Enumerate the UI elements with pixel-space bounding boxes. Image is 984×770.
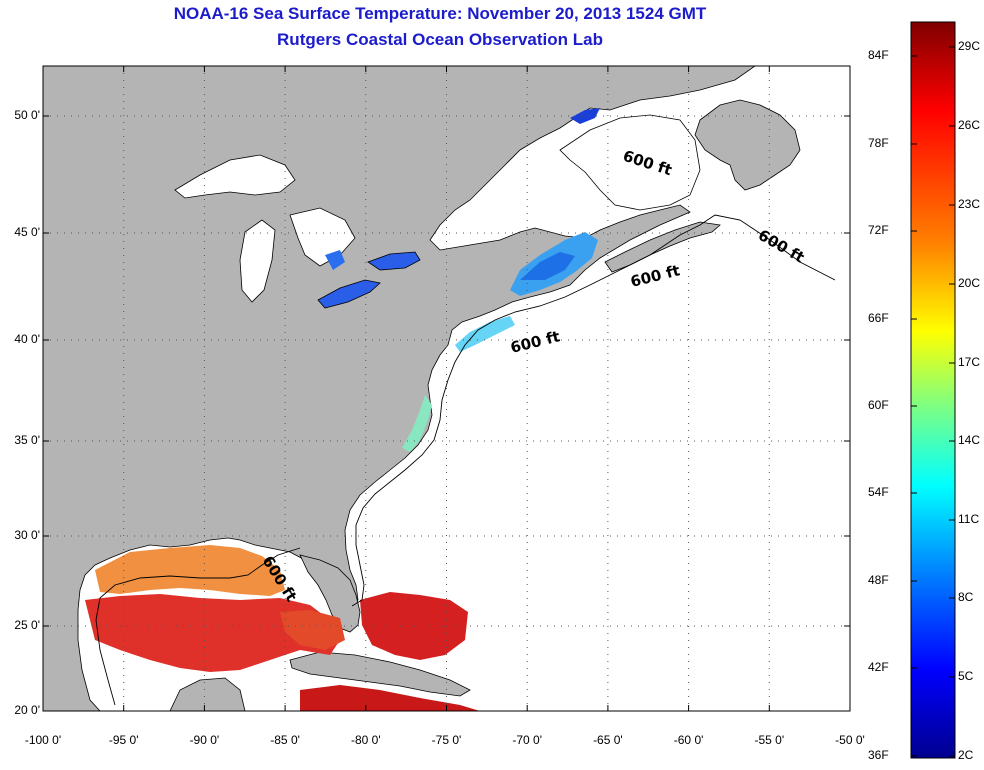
st-lawrence-blue bbox=[570, 108, 600, 124]
lon-tick-label: -70 0' bbox=[512, 733, 543, 747]
sst-gulf-south bbox=[85, 594, 340, 672]
lake-michigan bbox=[239, 219, 276, 303]
sst-carolinas bbox=[402, 395, 432, 452]
land-cuba bbox=[289, 651, 471, 697]
colorbar-label-fahrenheit: 54F bbox=[868, 485, 889, 499]
colorbar-label-fahrenheit: 84F bbox=[868, 48, 889, 62]
colorbar-label-celsius: 26C bbox=[958, 118, 981, 132]
map-subtitle: Rutgers Coastal Ocean Observation Lab bbox=[277, 30, 603, 49]
colorbar-label-celsius: 5C bbox=[958, 669, 974, 683]
colorbar-label-fahrenheit: 48F bbox=[868, 573, 889, 587]
colorbar-label-fahrenheit: 66F bbox=[868, 311, 889, 325]
lat-tick-label: 30 0' bbox=[14, 528, 40, 542]
tick-marks bbox=[42, 66, 851, 712]
lat-tick-label: 25 0' bbox=[14, 618, 40, 632]
lon-tick-label: -60 0' bbox=[673, 733, 704, 747]
lon-tick-label: -100 0' bbox=[24, 733, 62, 747]
lon-tick-label: -55 0' bbox=[754, 733, 785, 747]
sst-florida-straits bbox=[280, 610, 345, 650]
lon-tick-label: -85 0' bbox=[270, 733, 300, 747]
lat-tick-label: 35 0' bbox=[14, 433, 40, 447]
colorbar-label-celsius: 11C bbox=[958, 512, 980, 526]
map-title: NOAA-16 Sea Surface Temperature: Novembe… bbox=[173, 4, 707, 23]
colorbar-label-celsius: 2C bbox=[958, 748, 974, 762]
lat-tick-label: 20 0' bbox=[14, 703, 40, 717]
sst-caribbean bbox=[300, 685, 480, 711]
colorbar-label-fahrenheit: 42F bbox=[868, 660, 889, 674]
lon-tick-label: -50 0' bbox=[835, 733, 865, 747]
colorbar-label-fahrenheit: 36F bbox=[868, 748, 889, 762]
lake-superior bbox=[174, 154, 296, 199]
gulf-st-lawrence bbox=[559, 114, 701, 211]
lon-tick-label: -80 0' bbox=[350, 733, 381, 747]
sst-gulf-north bbox=[95, 545, 285, 596]
land-north-america bbox=[43, 66, 756, 711]
lat-tick-label: 40 0' bbox=[14, 332, 40, 346]
lat-tick-label: 50 0' bbox=[14, 108, 40, 122]
land-yucatan bbox=[169, 677, 246, 711]
lake-ontario bbox=[367, 251, 421, 271]
land-florida bbox=[299, 554, 361, 633]
graticule bbox=[43, 66, 850, 711]
lat-tick-label: 45 0' bbox=[14, 225, 40, 239]
colorbar-ticks bbox=[911, 46, 955, 757]
lon-tick-label: -75 0' bbox=[431, 733, 462, 747]
land-newfoundland bbox=[694, 99, 801, 191]
colorbar-label-celsius: 17C bbox=[958, 355, 981, 369]
lake-huron-south bbox=[325, 250, 345, 270]
lon-tick-label: -95 0' bbox=[108, 733, 139, 747]
colorbar-label-celsius: 20C bbox=[958, 276, 981, 290]
lon-tick-label: -65 0' bbox=[593, 733, 623, 747]
colorbar-label-celsius: 23C bbox=[958, 197, 981, 211]
colorbar-label-celsius: 8C bbox=[958, 590, 974, 604]
sst-mid-atlantic bbox=[455, 316, 515, 352]
colorbar-label-celsius: 14C bbox=[958, 433, 981, 447]
lake-erie bbox=[317, 279, 381, 309]
colorbar-label-celsius: 29C bbox=[958, 39, 981, 53]
isobath-600ft bbox=[95, 214, 836, 706]
colorbar bbox=[910, 21, 956, 759]
colorbar-label-fahrenheit: 60F bbox=[868, 398, 889, 412]
colorbar-label-fahrenheit: 72F bbox=[868, 223, 889, 237]
colorbar-label-fahrenheit: 78F bbox=[868, 136, 889, 150]
lon-tick-label: -90 0' bbox=[189, 733, 220, 747]
sst-gulf-of-maine-deep bbox=[520, 252, 575, 280]
